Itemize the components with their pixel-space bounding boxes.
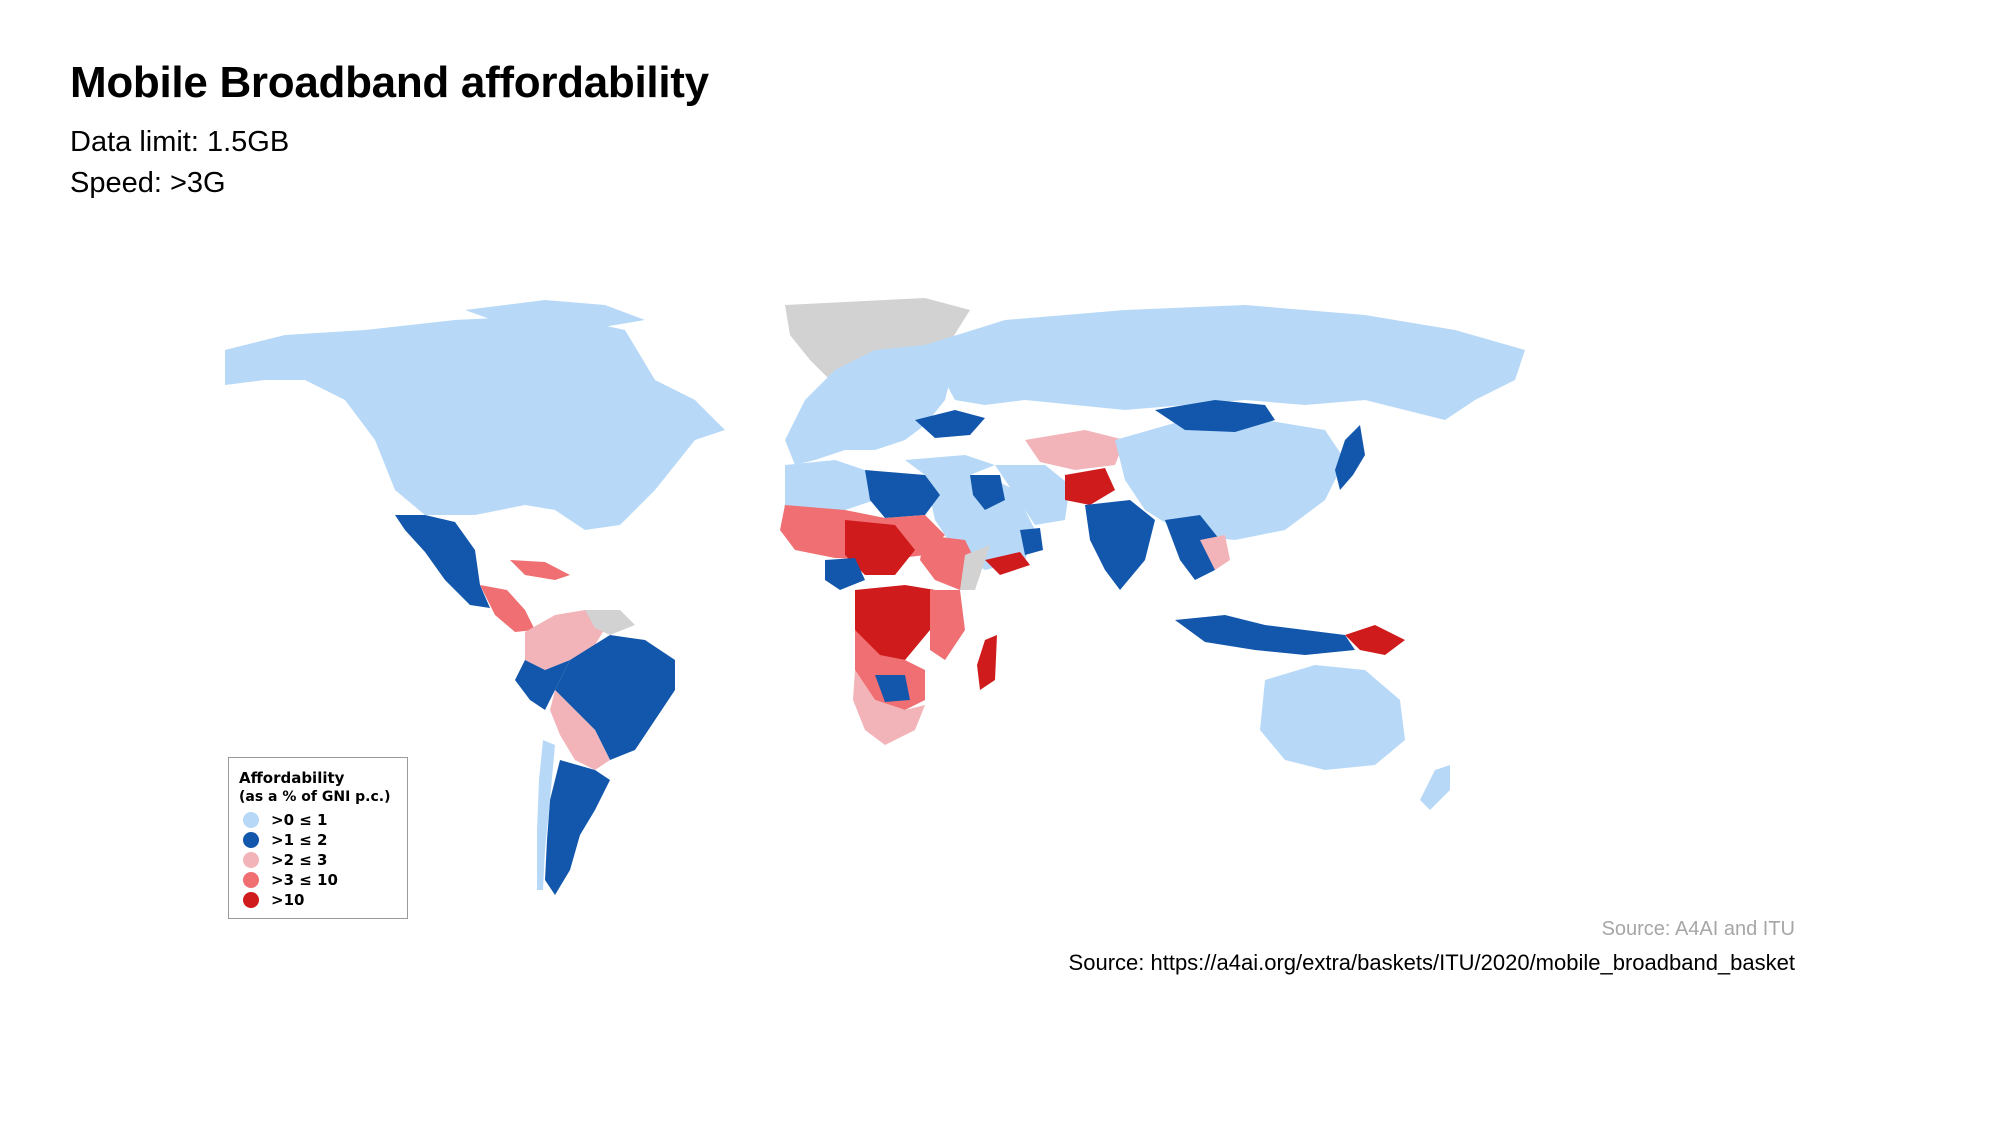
legend-swatch [243, 832, 259, 848]
region-indonesia [1175, 615, 1355, 655]
region-arctic-islands [465, 300, 645, 330]
region-libya-egypt [865, 470, 940, 518]
region-russia [925, 305, 1525, 420]
region-nigeria [825, 558, 865, 590]
region-central-america [480, 585, 535, 632]
legend-label: >10 [271, 891, 305, 909]
legend-swatch [243, 852, 259, 868]
data-limit-label: Data limit: 1.5GB [70, 126, 290, 158]
region-somalia [960, 545, 990, 590]
region-turkey [905, 455, 995, 475]
region-india [1085, 500, 1155, 590]
map-title: Mobile Broadband affordability [70, 58, 709, 107]
region-brazil [555, 635, 675, 760]
region-yemen [985, 552, 1030, 575]
speed-label: Speed: >3G [70, 167, 226, 199]
region-ukraine [915, 410, 985, 438]
region-japan [1335, 425, 1365, 490]
legend-label: >3 ≤ 10 [271, 871, 338, 889]
region-central-asia [1025, 430, 1125, 470]
region-south-africa [853, 670, 925, 745]
region-mexico [395, 515, 490, 608]
legend-item-over-10: >10 [239, 890, 397, 910]
region-north-africa [785, 460, 875, 515]
region-caribbean [510, 560, 570, 580]
region-bolivia-paraguay [550, 690, 610, 770]
region-china [1115, 420, 1345, 540]
legend-label: >2 ≤ 3 [271, 851, 328, 869]
region-mongolia [1155, 400, 1275, 432]
legend-item-0-1: >0 ≤ 1 [239, 810, 397, 830]
region-australia [1260, 665, 1405, 770]
legend-swatch [243, 892, 259, 908]
legend-subtitle: (as a % of GNI p.c.) [239, 789, 391, 805]
region-europe [785, 345, 955, 465]
region-iran [995, 465, 1070, 525]
region-oman [1020, 528, 1043, 555]
legend-title: Affordability [239, 769, 345, 787]
region-central-sahel-high [845, 520, 915, 575]
legend-swatch [243, 872, 259, 888]
region-north-america [225, 315, 725, 530]
source-url: Source: https://a4ai.org/extra/baskets/I… [1068, 950, 1795, 975]
region-central-africa [855, 585, 935, 660]
region-argentina [545, 760, 610, 895]
map-legend: Affordability (as a % of GNI p.c.) >0 ≤ … [228, 757, 408, 919]
region-peru [515, 660, 570, 710]
region-chile [537, 740, 555, 890]
legend-item-2-3: >2 ≤ 3 [239, 850, 397, 870]
source-credit: Source: A4AI and ITU [1601, 918, 1795, 940]
region-botswana-zimbabwe [875, 675, 910, 702]
region-papua [1345, 625, 1405, 655]
legend-label: >1 ≤ 2 [271, 831, 328, 849]
region-iraq [970, 475, 1005, 510]
legend-item-3-10: >3 ≤ 10 [239, 870, 397, 890]
legend-item-1-2: >1 ≤ 2 [239, 830, 397, 850]
region-southeast-asia [1165, 515, 1220, 580]
region-guianas [585, 610, 635, 635]
legend-swatch [243, 812, 259, 828]
region-indochina [1200, 535, 1230, 570]
world-choropleth-map [225, 298, 1525, 895]
region-new-zealand [1420, 765, 1450, 810]
region-afghanistan [1065, 468, 1115, 505]
legend-label: >0 ≤ 1 [271, 811, 328, 829]
region-colombia-venezuela [525, 610, 610, 670]
region-madagascar [977, 635, 997, 690]
region-east-africa [930, 590, 965, 660]
